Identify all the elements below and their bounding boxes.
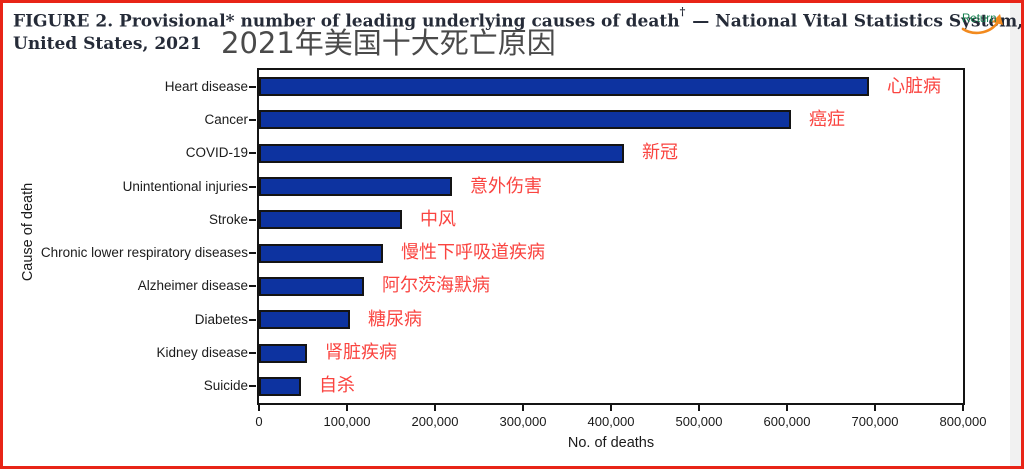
figure-title: FIGURE 2. Provisional* number of leading… <box>13 5 1024 55</box>
bar-annotation-zh: 肾脏疾病 <box>325 342 397 364</box>
category-tick <box>249 252 256 255</box>
category-tick <box>249 285 256 288</box>
x-axis-tick <box>434 403 436 411</box>
category-label: Stroke <box>208 211 248 227</box>
return-button[interactable]: Return <box>959 9 1007 41</box>
x-axis-tick-label: 700,000 <box>851 414 899 429</box>
bar-annotation-zh: 慢性下呼吸道疾病 <box>401 242 545 264</box>
x-axis-tick-label: 800,000 <box>939 414 987 429</box>
y-axis-title: Cause of death <box>20 182 36 282</box>
bar-annotation-zh: 意外伤害 <box>470 175 542 197</box>
bar-annotation-zh: 新冠 <box>642 142 678 164</box>
x-axis-tick-label: 600,000 <box>763 414 811 429</box>
x-axis-tick <box>962 403 964 411</box>
plot-area: 心脏病癌症新冠意外伤害 中风慢性下呼吸道疾病阿尔茨海默病糖尿病肾脏疾病自杀 <box>257 68 965 405</box>
bar <box>259 77 869 97</box>
bar <box>259 177 452 197</box>
bar <box>259 110 791 130</box>
x-axis-tick <box>258 403 260 411</box>
chinese-subtitle: 2021年美国十大死亡原因 <box>221 26 556 60</box>
curved-arrow-icon <box>961 14 1003 35</box>
x-axis-tick-label: 400,000 <box>587 414 635 429</box>
bar <box>259 143 624 163</box>
x-axis-tick <box>698 403 700 411</box>
category-label: Heart disease <box>164 78 248 94</box>
bar <box>259 243 383 263</box>
bar-annotation-zh: 中风 <box>420 208 456 230</box>
figure-title-line1: FIGURE 2. Provisional* number of leading… <box>13 5 1024 32</box>
bar <box>259 276 364 296</box>
category-tick <box>249 318 256 321</box>
x-axis-title: No. of deaths <box>567 435 655 451</box>
x-axis-tick-label: 500,000 <box>675 414 723 429</box>
category-label: Cancer <box>204 111 248 127</box>
return-button-label: Return <box>962 13 997 25</box>
category-tick <box>249 152 256 155</box>
bar <box>259 376 301 396</box>
category-label: Diabetes <box>194 311 248 327</box>
x-axis-tick <box>522 403 524 411</box>
x-axis-tick <box>786 403 788 411</box>
figure-title-line2: United States, 2021 <box>13 33 202 54</box>
x-axis-tick <box>610 403 612 411</box>
right-gutter <box>1010 3 1021 466</box>
x-axis-tick-label: 0 <box>255 414 263 429</box>
category-label: Alzheimer disease <box>137 278 248 294</box>
dagger-footnote-mark: † <box>679 5 686 18</box>
x-axis-tick-label: 200,000 <box>411 414 459 429</box>
x-axis-tick <box>346 403 348 411</box>
category-label: Kidney disease <box>156 345 248 361</box>
bar-annotation-zh: 癌症 <box>809 108 845 130</box>
category-tick <box>249 385 256 388</box>
category-tick <box>249 85 256 88</box>
bar-annotation-zh: 自杀 <box>319 375 355 397</box>
bar <box>259 210 402 230</box>
bar-annotation-zh: 阿尔茨海默病 <box>382 275 490 297</box>
category-label: COVID-19 <box>185 145 248 161</box>
category-label: Chronic lower respiratory diseases <box>40 245 248 261</box>
bar-annotation-zh: 心脏病 <box>887 75 941 97</box>
category-tick <box>249 118 256 121</box>
x-axis-tick <box>874 403 876 411</box>
bar <box>259 343 307 363</box>
x-axis-tick-label: 300,000 <box>499 414 547 429</box>
bar <box>259 310 350 330</box>
category-label: Unintentional injuries <box>122 178 248 194</box>
x-axis-tick-label: 100,000 <box>323 414 371 429</box>
category-label: Suicide <box>203 378 248 394</box>
category-tick <box>249 218 256 221</box>
category-tick <box>249 185 256 188</box>
category-tick <box>249 352 256 355</box>
bar-annotation-zh: 糖尿病 <box>368 308 422 330</box>
